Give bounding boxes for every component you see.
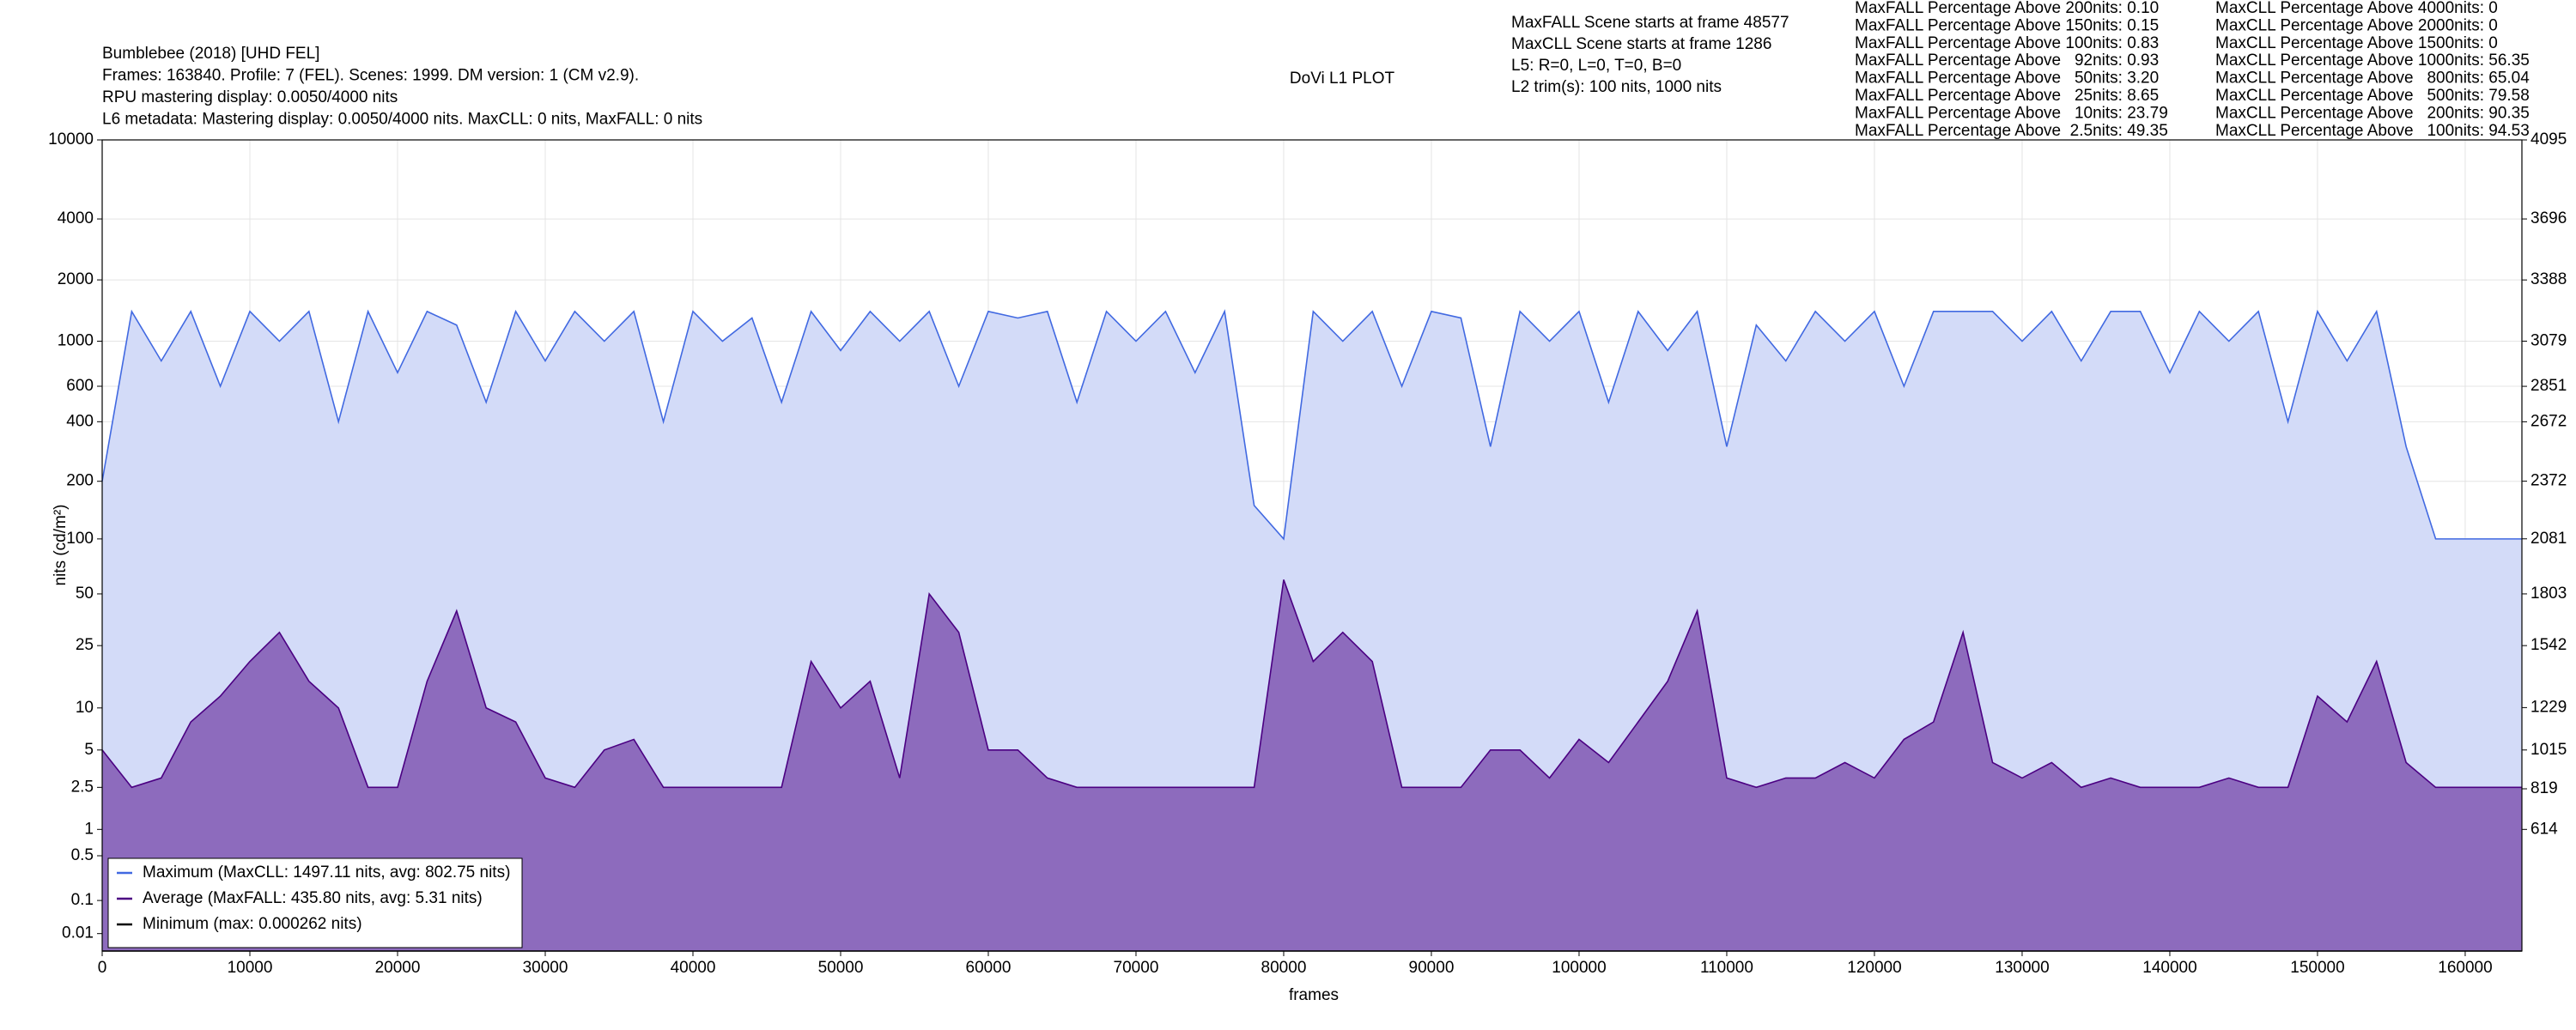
x-tick-label: 150000 [2290, 959, 2344, 977]
y-tick-label: 200 [66, 472, 94, 490]
y2-tick-label: 1803 [2530, 585, 2567, 603]
info-line: L6 metadata: Mastering display: 0.0050/4… [102, 111, 702, 129]
y-tick-label: 0.5 [71, 846, 94, 864]
fall-percentage: MaxFALL Percentage Above 50nits: 3.20 [1855, 70, 2159, 88]
y2-tick-label: 2851 [2530, 377, 2567, 395]
y-tick-label: 25 [76, 636, 94, 654]
cll-percentage: MaxCLL Percentage Above 200nits: 90.35 [2215, 104, 2530, 122]
x-tick-label: 110000 [1700, 959, 1753, 977]
y-tick-label: 50 [76, 585, 94, 603]
cll-percentage: MaxCLL Percentage Above 100nits: 94.53 [2215, 122, 2530, 140]
scene-line: MaxCLL Scene starts at frame 1286 [1511, 35, 1771, 53]
y-tick-label: 5 [84, 741, 94, 759]
x-tick-label: 90000 [1409, 959, 1455, 977]
x-tick-label: 140000 [2142, 959, 2196, 977]
y2-tick-label: 2081 [2530, 530, 2567, 548]
fall-percentage: MaxFALL Percentage Above 100nits: 0.83 [1855, 34, 2159, 52]
x-tick-label: 160000 [2438, 959, 2492, 977]
info-line: Frames: 163840. Profile: 7 (FEL). Scenes… [102, 67, 639, 85]
y2-tick-label: 2372 [2530, 472, 2567, 490]
scene-line: MaxFALL Scene starts at frame 48577 [1511, 14, 1789, 32]
x-tick-label: 100000 [1552, 959, 1606, 977]
info-line: Bumblebee (2018) [UHD FEL] [102, 45, 319, 63]
fall-percentage: MaxFALL Percentage Above 25nits: 8.65 [1855, 87, 2159, 105]
series-line [101, 309, 2522, 541]
y2-tick-label: 3388 [2530, 270, 2567, 288]
x-tick-label: 10000 [228, 959, 273, 977]
x-axis-label: frames [1289, 986, 1339, 1004]
cll-percentage: MaxCLL Percentage Above 800nits: 65.04 [2215, 70, 2530, 88]
fall-percentage: MaxFALL Percentage Above 200nits: 0.10 [1855, 0, 2159, 17]
x-tick-label: 30000 [523, 959, 568, 977]
x-tick-label: 40000 [671, 959, 716, 977]
y2-tick-label: 3696 [2530, 209, 2567, 227]
fall-percentage: MaxFALL Percentage Above 150nits: 0.15 [1855, 16, 2159, 34]
x-tick-label: 120000 [1847, 959, 1901, 977]
x-tick-label: 80000 [1261, 959, 1307, 977]
legend-box [107, 857, 523, 948]
y2-tick-label: 1015 [2530, 741, 2567, 759]
x-tick-label: 50000 [818, 959, 864, 977]
y-axis-label: nits (cd/m²) [52, 505, 70, 586]
y-tick-label: 0.01 [62, 924, 94, 942]
y-tick-label: 100 [66, 530, 94, 548]
legend: Maximum (MaxCLL: 1497.11 nits, avg: 802.… [107, 857, 523, 948]
series-line [101, 579, 2522, 789]
y2-tick-label: 819 [2530, 779, 2558, 797]
fall-percentage: MaxFALL Percentage Above 2.5nits: 49.35 [1855, 122, 2168, 140]
y-tick-label: 0.1 [71, 891, 94, 909]
legend-label: Average (MaxFALL: 435.80 nits, avg: 5.31… [143, 889, 483, 907]
x-tick-label: 0 [98, 959, 107, 977]
x-tick-label: 130000 [1995, 959, 2049, 977]
y-tick-label: 10000 [48, 130, 94, 148]
scene-line: L5: R=0, L=0, T=0, B=0 [1511, 57, 1681, 75]
area-fill [102, 579, 2522, 951]
x-tick-label: 20000 [375, 959, 421, 977]
legend-label: Minimum (max: 0.000262 nits) [143, 915, 362, 933]
x-tick-label: 60000 [966, 959, 1012, 977]
y2-tick-label: 1542 [2530, 636, 2567, 654]
scene-line: L2 trim(s): 100 nits, 1000 nits [1511, 78, 1722, 96]
y-tick-label: 2.5 [71, 778, 94, 796]
cll-percentage: MaxCLL Percentage Above 1000nits: 56.35 [2215, 52, 2530, 70]
y2-tick-label: 3079 [2530, 331, 2567, 349]
plot-frame [101, 139, 2523, 952]
x-tick-label: 70000 [1114, 959, 1159, 977]
y2-tick-label: 2672 [2530, 412, 2567, 430]
y-tick-label: 1 [84, 820, 94, 838]
y-tick-label: 4000 [58, 209, 94, 227]
y-tick-label: 600 [66, 377, 94, 395]
legend-label: Maximum (MaxCLL: 1497.11 nits, avg: 802.… [143, 863, 510, 882]
cll-percentage: MaxCLL Percentage Above 4000nits: 0 [2215, 0, 2498, 17]
cll-percentage: MaxCLL Percentage Above 1500nits: 0 [2215, 34, 2498, 52]
chart-title: DoVi L1 PLOT [1290, 70, 1395, 88]
info-line: RPU mastering display: 0.0050/4000 nits [102, 88, 398, 106]
cll-percentage: MaxCLL Percentage Above 500nits: 79.58 [2215, 87, 2530, 105]
y2-tick-label: 1229 [2530, 698, 2567, 716]
y-tick-label: 1000 [58, 332, 94, 350]
y-tick-label: 2000 [58, 270, 94, 288]
fall-percentage: MaxFALL Percentage Above 92nits: 0.93 [1855, 52, 2159, 70]
y2-tick-label: 614 [2530, 820, 2558, 838]
y-tick-label: 10 [76, 699, 94, 717]
fall-percentage: MaxFALL Percentage Above 10nits: 23.79 [1855, 104, 2168, 122]
y-tick-label: 400 [66, 412, 94, 430]
y2-tick-label: 4095 [2530, 130, 2567, 148]
cll-percentage: MaxCLL Percentage Above 2000nits: 0 [2215, 16, 2498, 34]
